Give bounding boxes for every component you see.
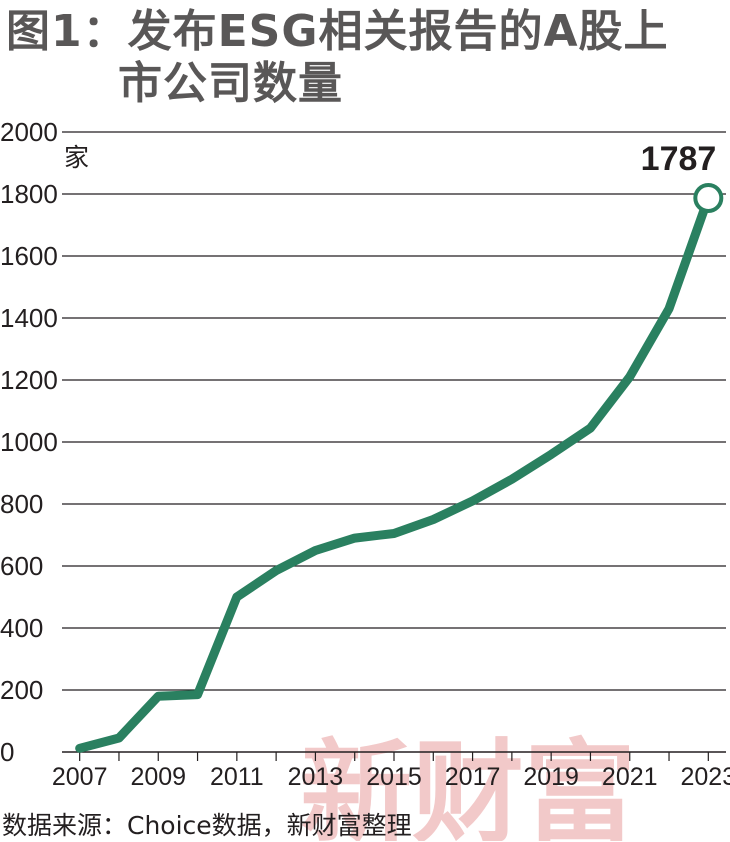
y-tick-label: 1200 [0,365,58,395]
y-tick-label: 1600 [0,241,58,271]
x-tick-label: 2019 [523,763,579,791]
y-tick-label: 2000 [0,117,58,147]
x-tick-label: 2015 [366,763,422,791]
y-tick-label: 1800 [0,179,58,209]
y-tick-label: 0 [0,737,14,767]
y-tick-label: 1400 [0,303,58,333]
y-tick-label: 400 [0,613,43,643]
x-tick-label: 2009 [130,763,186,791]
y-tick-label: 800 [0,489,43,519]
x-tick-label: 2011 [210,763,264,791]
x-tick-label: 2023 [681,763,730,791]
peak-value-label: 1787 [641,140,717,178]
y-axis-unit: 家 [64,143,89,172]
x-tick-label: 2007 [52,763,108,791]
x-tick-label: 2021 [602,763,658,791]
y-tick-label: 1000 [0,427,58,457]
x-tick-label: 2013 [288,763,344,791]
y-tick-label: 200 [0,675,43,705]
y-tick-label: 600 [0,551,43,581]
source-note: 数据来源：Choice数据，新财富整理 [2,806,412,842]
x-tick-label: 2017 [445,763,501,791]
peak-marker [695,185,721,211]
series-line [80,198,709,748]
